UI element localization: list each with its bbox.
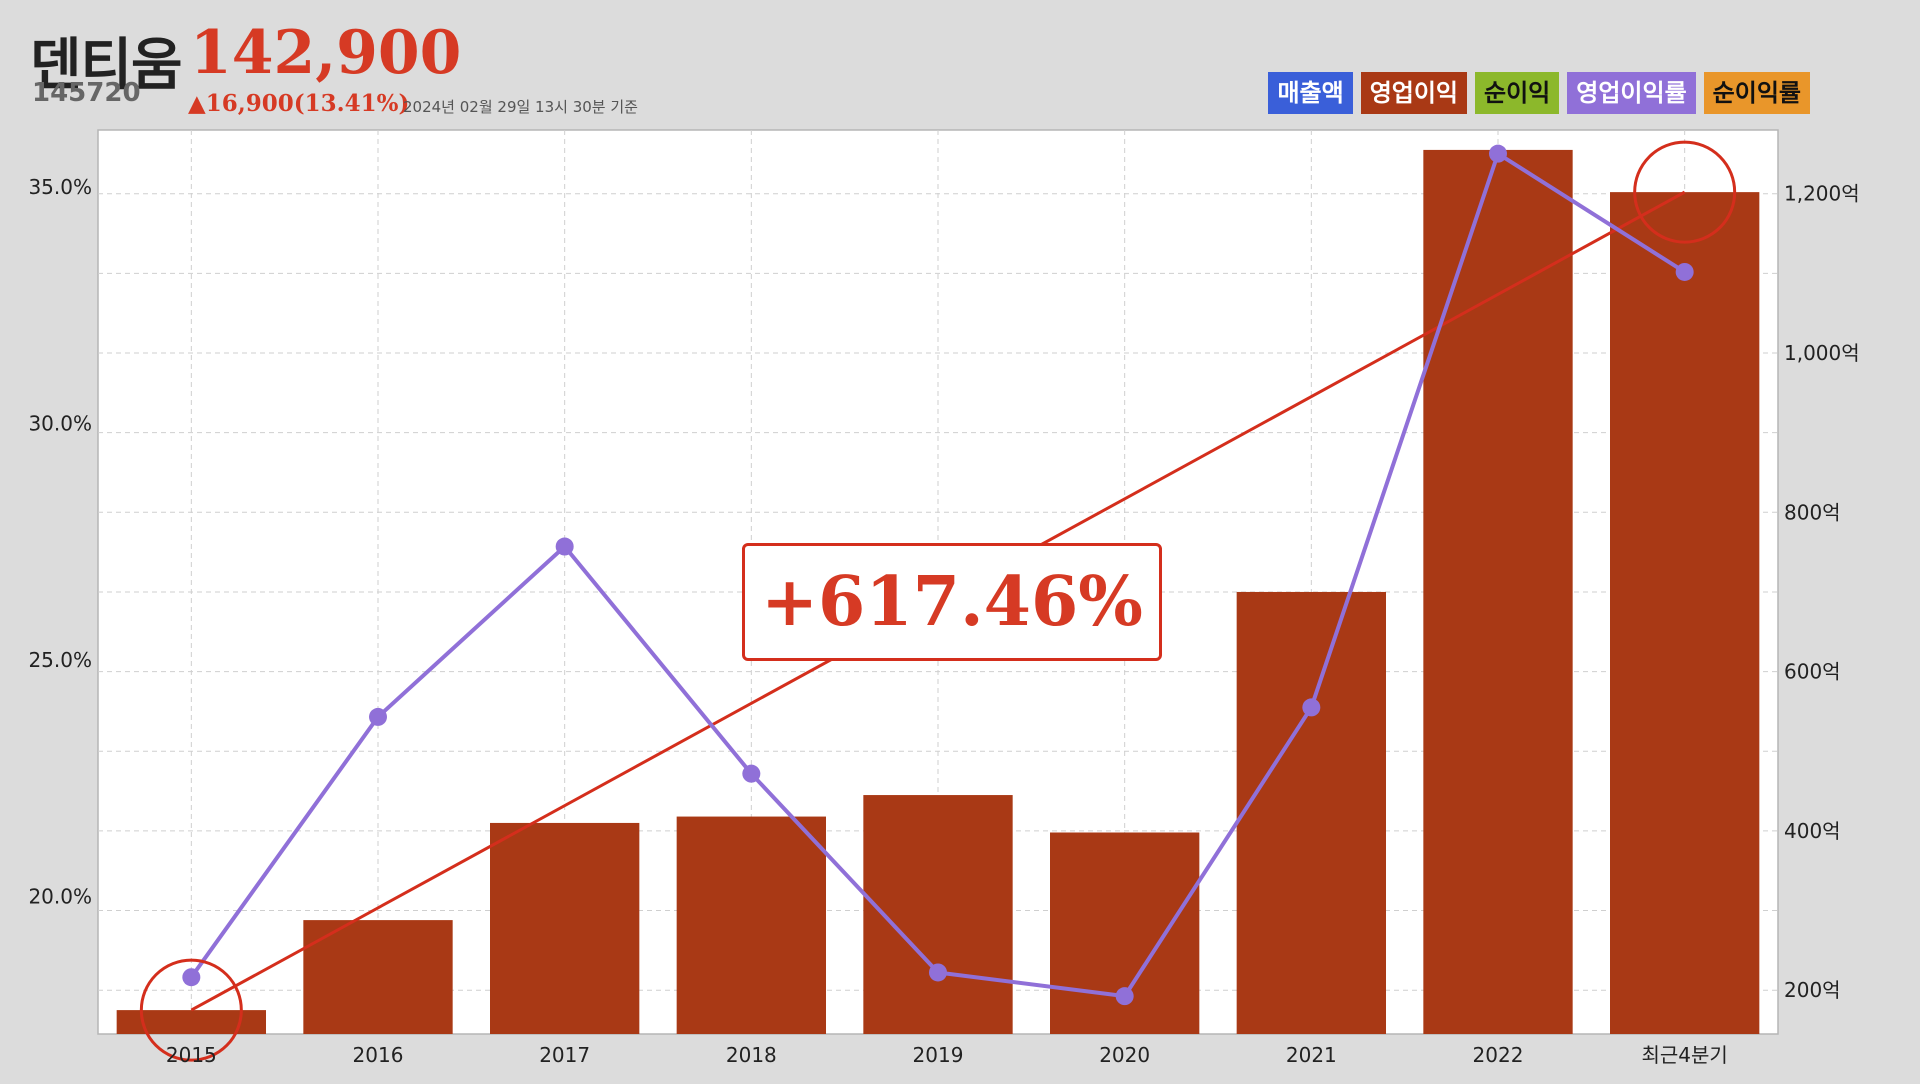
x-tick-label: 2018 bbox=[726, 1043, 777, 1067]
legend: 매출액 영업이익 순이익 영업이익률 순이익률 bbox=[1268, 72, 1810, 114]
x-tick-label: 2020 bbox=[1099, 1043, 1150, 1067]
bar-2015 bbox=[116, 1010, 267, 1034]
bar-2019 bbox=[863, 795, 1013, 1034]
left-tick-label: 30.0% bbox=[28, 411, 92, 435]
right-tick-label: 1,200억 bbox=[1784, 182, 1860, 206]
right-tick-label: 600억 bbox=[1784, 660, 1841, 684]
x-tick-label: 2016 bbox=[353, 1043, 404, 1067]
growth-callout: +617.46% bbox=[742, 543, 1162, 661]
margin-point-2021 bbox=[1302, 698, 1321, 717]
bar-2018 bbox=[676, 816, 826, 1034]
margin-point-2022 bbox=[1489, 144, 1507, 163]
highlight-circles bbox=[139, 140, 1737, 1062]
bar-2022 bbox=[1423, 149, 1573, 1035]
right-tick-label: 1,000억 bbox=[1784, 341, 1860, 365]
axes: 2015 2016 2017 2018 2019 2020 2021 2022 최근4분기 20.… bbox=[28, 175, 1859, 1067]
x-tick-label: 2017 bbox=[539, 1043, 590, 1067]
margin-line bbox=[182, 144, 1694, 1006]
margin-point-2018 bbox=[742, 764, 761, 783]
margin-point-2020 bbox=[1115, 987, 1134, 1006]
right-tick-label: 400억 bbox=[1784, 819, 1841, 843]
company-name: 덴티움 bbox=[30, 33, 183, 98]
timestamp: 2024년 02월 29일 13시 30분 기준 bbox=[403, 98, 638, 116]
price-change: ▲16,900(13.41%) bbox=[188, 90, 410, 117]
margin-point-최근4분기 bbox=[1675, 262, 1694, 281]
legend-item-net-profit[interactable]: 순이익 bbox=[1475, 72, 1560, 114]
legend-item-operating-profit[interactable]: 영업이익 bbox=[1360, 72, 1468, 114]
bar-2017 bbox=[490, 822, 640, 1034]
ticker-code: 145720 bbox=[32, 78, 141, 108]
x-tick-label: 2022 bbox=[1473, 1043, 1524, 1067]
margin-point-2016 bbox=[369, 707, 387, 726]
right-tick-label: 200억 bbox=[1784, 978, 1841, 1002]
bar-최근4분기 bbox=[1610, 192, 1760, 1034]
legend-item-operating-margin[interactable]: 영업이익률 bbox=[1567, 72, 1696, 114]
highlight-circle-end bbox=[1633, 140, 1737, 244]
margin-point-2017 bbox=[555, 537, 574, 556]
header: 덴티움 142,900 145720 ▲16,900(13.41%) 2024년… bbox=[0, 0, 1920, 125]
x-tick-label: 2021 bbox=[1286, 1043, 1337, 1067]
margin-point-2019 bbox=[929, 963, 947, 982]
legend-item-revenue[interactable]: 매출액 bbox=[1268, 72, 1353, 114]
left-tick-label: 20.0% bbox=[28, 885, 92, 909]
x-tick-label: 2015 bbox=[166, 1043, 217, 1067]
legend-item-net-margin[interactable]: 순이익률 bbox=[1703, 72, 1810, 114]
margin-point-2015 bbox=[182, 968, 201, 987]
left-tick-label: 25.0% bbox=[28, 648, 92, 672]
x-tick-label: 최근4분기 bbox=[1642, 1043, 1728, 1067]
left-tick-label: 35.0% bbox=[28, 175, 92, 199]
bar-2021 bbox=[1236, 591, 1386, 1034]
right-tick-label: 800억 bbox=[1784, 500, 1841, 524]
stock-price: 142,900 bbox=[190, 18, 462, 88]
x-tick-label: 2019 bbox=[913, 1043, 964, 1067]
highlight-circle-start bbox=[139, 958, 243, 1062]
bar-2016 bbox=[303, 920, 453, 1034]
